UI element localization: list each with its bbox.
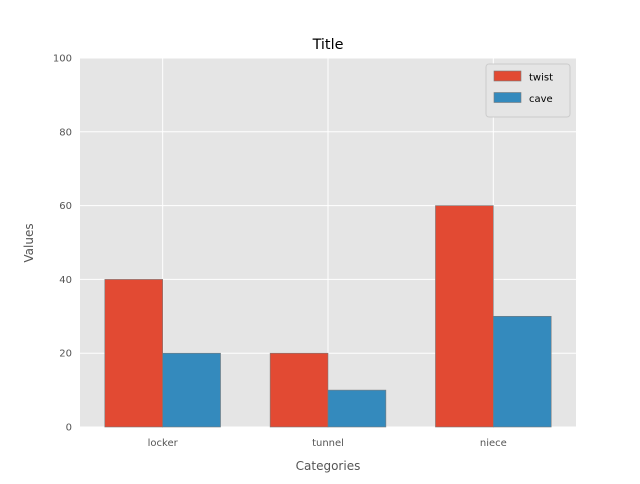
legend-swatch-cave (493, 92, 522, 103)
y-tick-label: 80 (59, 127, 72, 138)
y-tick-label: 100 (53, 54, 72, 65)
y-axis-label: Values (22, 223, 36, 262)
x-tick-label: niece (480, 438, 507, 449)
bar-twist-niece (435, 205, 494, 428)
x-tick-label: locker (148, 438, 179, 449)
bar-twist-tunnel (269, 352, 329, 428)
bars-group (104, 205, 552, 428)
bar-cave-niece (493, 315, 552, 428)
y-tick-label: 40 (59, 275, 72, 286)
legend-label-cave: cave (529, 94, 553, 105)
bar-cave-tunnel (327, 389, 387, 428)
y-tick-label: 20 (59, 349, 72, 360)
x-tick-labels: locker tunnel niece (148, 438, 507, 449)
y-tick-label: 60 (59, 201, 72, 212)
x-tick-label: tunnel (312, 438, 344, 449)
legend: twist cave (485, 63, 571, 118)
bar-cave-locker (162, 352, 221, 428)
y-tick-labels: 0 20 40 60 80 100 (53, 54, 72, 434)
x-axis-label: Categories (296, 459, 361, 473)
y-tick-label: 0 (66, 423, 72, 434)
bar-twist-locker (104, 279, 163, 428)
chart-title: Title (312, 37, 344, 53)
legend-label-twist: twist (529, 73, 553, 84)
legend-swatch-twist (493, 70, 522, 82)
